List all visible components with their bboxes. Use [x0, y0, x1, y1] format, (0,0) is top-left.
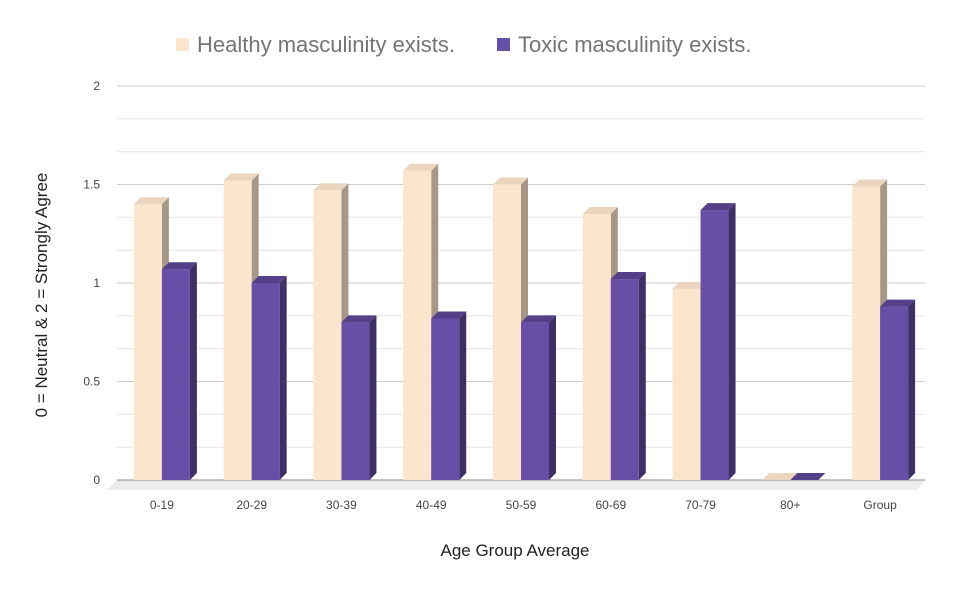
bar-top: [700, 203, 736, 211]
bar-toxic-30-39: [341, 315, 377, 480]
bar-toxic-60-69: [610, 272, 646, 480]
bar-toxic-40-49: [431, 311, 467, 480]
bar-front: [431, 318, 460, 480]
bar-toxic-50-59: [521, 315, 556, 480]
y-tick-label: 0: [93, 473, 100, 487]
bar-front: [852, 186, 881, 480]
bar-side: [728, 203, 736, 481]
bar-toxic-80+: [790, 473, 826, 480]
y-tick-label: 0.5: [83, 375, 100, 389]
bar-front: [610, 279, 639, 480]
bars: [133, 163, 916, 481]
bar-front: [880, 306, 909, 480]
bar-top: [762, 473, 798, 480]
bar-top: [431, 311, 467, 319]
legend-swatch-toxic: [497, 38, 510, 51]
bar-front: [313, 190, 342, 480]
x-tick-label: 50-59: [506, 498, 537, 512]
x-tick-label: Group: [863, 498, 897, 512]
legend: Healthy masculinity exists. Toxic mascul…: [176, 32, 752, 57]
y-tick-label: 2: [93, 79, 100, 93]
bar-side: [459, 311, 467, 480]
legend-label-toxic: Toxic masculinity exists.: [518, 32, 752, 57]
x-tick-label: 30-39: [326, 498, 357, 512]
bar-side: [638, 272, 646, 480]
y-tick-label: 1.5: [83, 178, 100, 192]
bar-front: [223, 180, 252, 480]
bar-top: [341, 315, 377, 323]
bar-top: [672, 281, 708, 289]
bar-top: [493, 177, 528, 185]
legend-label-healthy: Healthy masculinity exists.: [197, 32, 455, 57]
bar-side: [908, 299, 916, 480]
bar-front: [493, 184, 521, 480]
bar-top: [251, 276, 287, 283]
bar-top: [880, 299, 916, 307]
x-tick-label: 60-69: [595, 498, 626, 512]
bar-front: [521, 322, 549, 480]
x-tick-label: 0-19: [150, 498, 174, 512]
bar-top: [790, 473, 826, 480]
bar-toxic-20-29: [251, 276, 287, 480]
bar-front: [582, 214, 611, 481]
x-tick-label: 80+: [780, 498, 800, 512]
bar-top: [313, 183, 349, 191]
x-tick-label: 20-29: [236, 498, 267, 512]
bar-side: [549, 315, 556, 480]
bar-side: [279, 276, 287, 480]
bar-top: [521, 315, 556, 323]
bar-toxic-70-79: [700, 203, 736, 481]
bar-top: [852, 179, 888, 187]
y-axis-title: 0 = Neutral & 2 = Strongly Agree: [32, 173, 51, 418]
legend-swatch-healthy: [176, 38, 189, 51]
bar-top: [403, 163, 439, 171]
bar-toxic-Group: [880, 299, 916, 480]
bar-top: [610, 272, 646, 280]
floor-plane: [107, 480, 925, 490]
x-tick-label: 70-79: [685, 498, 716, 512]
bar-front: [672, 288, 701, 480]
chart-floor: [107, 479, 925, 490]
x-axis-title: Age Group Average: [440, 541, 589, 560]
x-tick-label: 40-49: [416, 498, 447, 512]
y-axis-ticks: 0 0.5 1 1.5 2: [83, 79, 100, 487]
bar-front: [161, 269, 190, 480]
bar-front: [251, 283, 280, 480]
bar-front: [700, 210, 729, 481]
bar-top: [133, 197, 169, 205]
bar-top: [161, 262, 197, 270]
bar-side: [189, 262, 197, 480]
bar-front: [403, 170, 432, 480]
bar-front: [341, 322, 370, 480]
y-tick-label: 1: [93, 276, 100, 290]
bar-toxic-0-19: [161, 262, 197, 480]
bar-front: [133, 204, 162, 480]
x-axis-ticks: 0-19 20-29 30-39 40-49 50-59 60-69 70-79 80+ Gro…: [150, 498, 897, 512]
bar-healthy-80+: [762, 473, 798, 480]
bar-top: [582, 207, 618, 215]
bar-top: [223, 173, 259, 181]
bar-side: [369, 315, 377, 480]
